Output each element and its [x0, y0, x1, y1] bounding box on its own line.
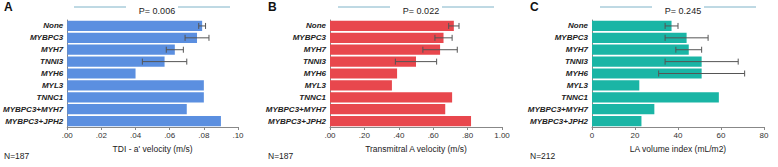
svg-text:.02: .02 [96, 131, 108, 140]
svg-text:MYBPC3+MYH7: MYBPC3+MYH7 [528, 105, 589, 114]
svg-text:1.00: 1.00 [494, 131, 510, 140]
svg-text:TDI - a' velocity (m/s): TDI - a' velocity (m/s) [113, 144, 193, 154]
svg-text:0: 0 [590, 131, 595, 140]
svg-text:None: None [43, 21, 64, 30]
svg-text:MYBPC3+JPH2: MYBPC3+JPH2 [530, 117, 589, 126]
svg-text:.06: .06 [164, 131, 176, 140]
svg-text:N=212: N=212 [530, 151, 556, 161]
svg-text:C: C [530, 0, 539, 14]
svg-text:80: 80 [760, 131, 769, 140]
svg-text:A: A [4, 0, 13, 14]
svg-text:MYBPC3+MYH7: MYBPC3+MYH7 [266, 105, 327, 114]
svg-text:.04: .04 [130, 131, 142, 140]
svg-text:.08: .08 [198, 131, 210, 140]
svg-text:60: 60 [717, 131, 726, 140]
svg-text:MYL3: MYL3 [42, 81, 64, 90]
svg-text:TNNC1: TNNC1 [299, 93, 326, 102]
svg-text:TNNC1: TNNC1 [37, 93, 64, 102]
svg-text:MYH6: MYH6 [41, 69, 64, 78]
svg-text:P= 0.022: P= 0.022 [403, 6, 439, 16]
svg-text:MYBPC3: MYBPC3 [555, 33, 589, 42]
svg-text:TNNC1: TNNC1 [561, 93, 588, 102]
svg-text:N=187: N=187 [268, 151, 294, 161]
svg-text:.60: .60 [428, 131, 440, 140]
svg-text:.80: .80 [462, 131, 474, 140]
svg-text:MYBPC3: MYBPC3 [30, 33, 64, 42]
svg-text:40: 40 [674, 131, 683, 140]
svg-text:.00: .00 [62, 131, 74, 140]
svg-text:MYBPC3: MYBPC3 [293, 33, 327, 42]
svg-text:.20: .20 [359, 131, 371, 140]
svg-text:MYH7: MYH7 [566, 45, 589, 54]
svg-text:MYBPC3+MYH7: MYBPC3+MYH7 [3, 105, 64, 114]
svg-text:.40: .40 [393, 131, 405, 140]
svg-text:20: 20 [631, 131, 640, 140]
svg-text:MYBPC3+JPH2: MYBPC3+JPH2 [268, 117, 327, 126]
svg-text:.10: .10 [232, 131, 244, 140]
svg-text:TNNI3: TNNI3 [40, 57, 64, 66]
svg-text:MYH6: MYH6 [566, 69, 589, 78]
svg-text:MYBPC3+JPH2: MYBPC3+JPH2 [5, 117, 64, 126]
svg-text:.00: .00 [324, 131, 336, 140]
svg-text:Transmitral A velocity (m/s): Transmitral A velocity (m/s) [365, 144, 467, 154]
svg-text:MYL3: MYL3 [305, 81, 327, 90]
svg-text:None: None [306, 21, 327, 30]
svg-text:P= 0.006: P= 0.006 [139, 6, 175, 16]
svg-text:TNNI3: TNNI3 [303, 57, 327, 66]
svg-text:N=187: N=187 [4, 151, 30, 161]
svg-text:MYH7: MYH7 [304, 45, 327, 54]
svg-text:TNNI3: TNNI3 [565, 57, 589, 66]
svg-text:LA volume index (mL/m2): LA volume index (mL/m2) [630, 144, 727, 154]
svg-text:P= 0.245: P= 0.245 [665, 6, 701, 16]
svg-text:MYH6: MYH6 [304, 69, 327, 78]
svg-text:MYH7: MYH7 [41, 45, 64, 54]
svg-text:B: B [268, 0, 277, 14]
svg-text:MYL3: MYL3 [567, 81, 589, 90]
svg-text:None: None [568, 21, 589, 30]
